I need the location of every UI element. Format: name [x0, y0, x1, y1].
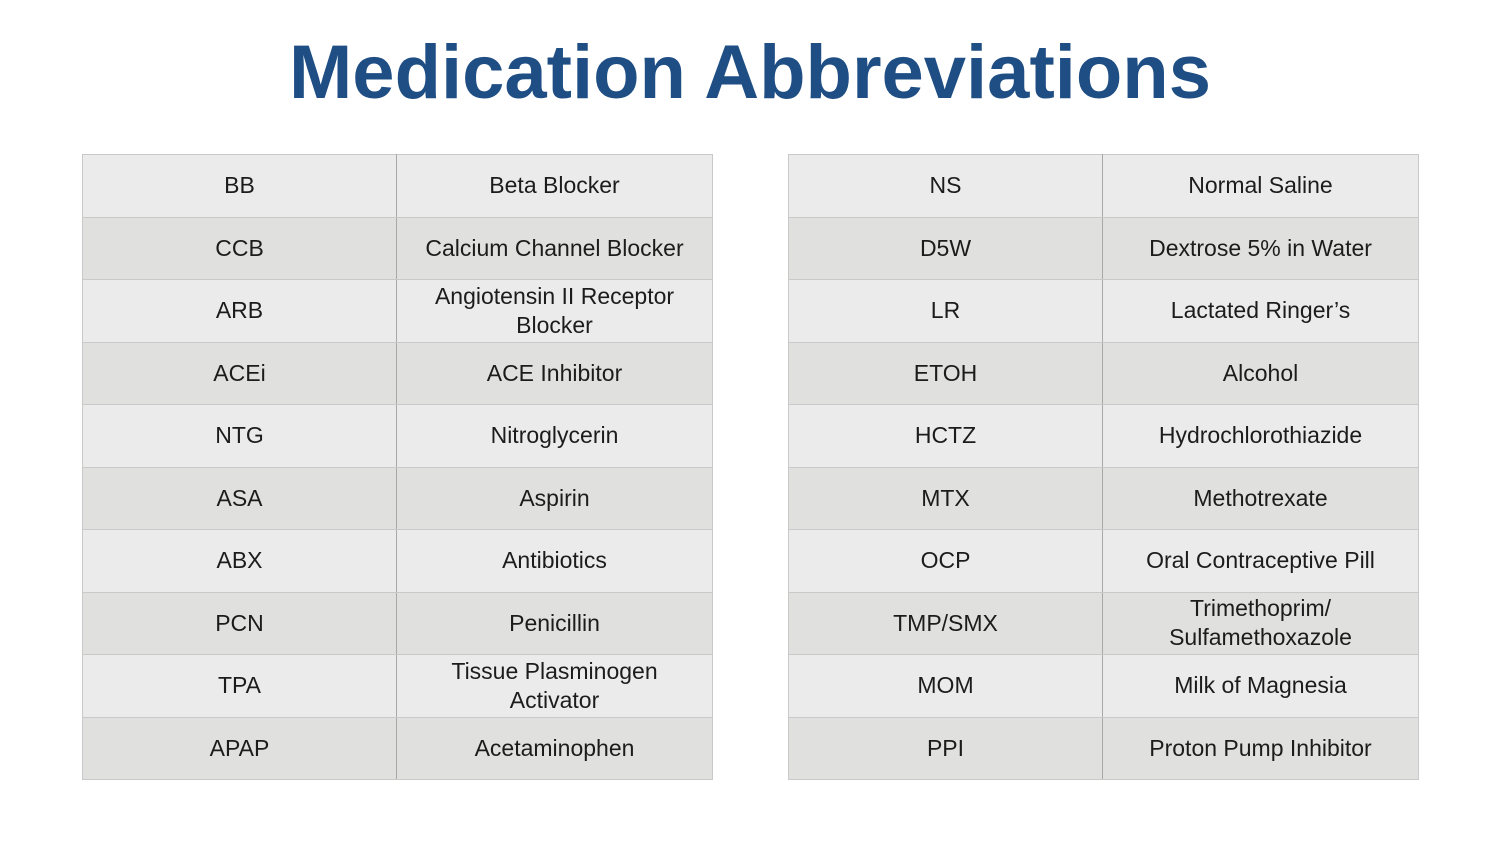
- table-row: TMP/SMX Trimethoprim/ Sulfamethoxazole: [788, 591, 1419, 655]
- table-row: BB Beta Blocker: [82, 154, 713, 218]
- table-row: NTG Nitroglycerin: [82, 404, 713, 468]
- table-row: LR Lactated Ringer’s: [788, 279, 1419, 343]
- meaning-cell: Beta Blocker: [396, 154, 713, 218]
- meaning-cell: Nitroglycerin: [396, 404, 713, 468]
- abbreviation-cell: PPI: [788, 716, 1103, 780]
- abbreviation-table-right: NS Normal Saline D5W Dextrose 5% in Wate…: [788, 154, 1419, 780]
- meaning-cell: Normal Saline: [1102, 154, 1419, 218]
- table-row: PCN Penicillin: [82, 591, 713, 655]
- page-title: Medication Abbreviations: [289, 30, 1211, 115]
- abbreviation-table-left: BB Beta Blocker CCB Calcium Channel Bloc…: [82, 154, 713, 780]
- meaning-cell: Dextrose 5% in Water: [1102, 216, 1419, 280]
- table-row: MTX Methotrexate: [788, 466, 1419, 530]
- table-row: D5W Dextrose 5% in Water: [788, 216, 1419, 280]
- abbreviation-cell: MOM: [788, 654, 1103, 718]
- abbreviation-cell: ARB: [82, 279, 397, 343]
- abbreviation-cell: ABX: [82, 529, 397, 593]
- abbreviation-cell: PCN: [82, 591, 397, 655]
- abbreviation-cell: ETOH: [788, 341, 1103, 405]
- abbreviation-cell: TMP/SMX: [788, 591, 1103, 655]
- abbreviation-cell: MTX: [788, 466, 1103, 530]
- meaning-cell: Trimethoprim/ Sulfamethoxazole: [1102, 591, 1419, 655]
- table-row: ETOH Alcohol: [788, 341, 1419, 405]
- abbreviation-cell: TPA: [82, 654, 397, 718]
- meaning-cell: Angiotensin II Receptor Blocker: [396, 279, 713, 343]
- abbreviation-cell: NS: [788, 154, 1103, 218]
- abbreviation-cell: APAP: [82, 716, 397, 780]
- table-row: ARB Angiotensin II Receptor Blocker: [82, 279, 713, 343]
- abbreviation-cell: CCB: [82, 216, 397, 280]
- table-row: APAP Acetaminophen: [82, 716, 713, 780]
- table-row: ACEi ACE Inhibitor: [82, 341, 713, 405]
- meaning-cell: Milk of Magnesia: [1102, 654, 1419, 718]
- table-row: PPI Proton Pump Inhibitor: [788, 716, 1419, 780]
- meaning-cell: Tissue Plasminogen Activator: [396, 654, 713, 718]
- abbreviation-cell: NTG: [82, 404, 397, 468]
- meaning-cell: Hydrochlorothiazide: [1102, 404, 1419, 468]
- table-row: ASA Aspirin: [82, 466, 713, 530]
- meaning-cell: ACE Inhibitor: [396, 341, 713, 405]
- abbreviation-cell: ASA: [82, 466, 397, 530]
- table-row: HCTZ Hydrochlorothiazide: [788, 404, 1419, 468]
- meaning-cell: Oral Contraceptive Pill: [1102, 529, 1419, 593]
- abbreviation-cell: HCTZ: [788, 404, 1103, 468]
- meaning-cell: Methotrexate: [1102, 466, 1419, 530]
- table-row: MOM Milk of Magnesia: [788, 654, 1419, 718]
- table-row: CCB Calcium Channel Blocker: [82, 216, 713, 280]
- table-row: ABX Antibiotics: [82, 529, 713, 593]
- meaning-cell: Alcohol: [1102, 341, 1419, 405]
- abbreviation-cell: OCP: [788, 529, 1103, 593]
- abbreviation-cell: D5W: [788, 216, 1103, 280]
- meaning-cell: Antibiotics: [396, 529, 713, 593]
- table-row: OCP Oral Contraceptive Pill: [788, 529, 1419, 593]
- meaning-cell: Proton Pump Inhibitor: [1102, 716, 1419, 780]
- abbreviation-cell: BB: [82, 154, 397, 218]
- abbreviation-cell: LR: [788, 279, 1103, 343]
- meaning-cell: Calcium Channel Blocker: [396, 216, 713, 280]
- table-row: TPA Tissue Plasminogen Activator: [82, 654, 713, 718]
- meaning-cell: Penicillin: [396, 591, 713, 655]
- abbreviation-cell: ACEi: [82, 341, 397, 405]
- table-row: NS Normal Saline: [788, 154, 1419, 218]
- meaning-cell: Lactated Ringer’s: [1102, 279, 1419, 343]
- meaning-cell: Aspirin: [396, 466, 713, 530]
- meaning-cell: Acetaminophen: [396, 716, 713, 780]
